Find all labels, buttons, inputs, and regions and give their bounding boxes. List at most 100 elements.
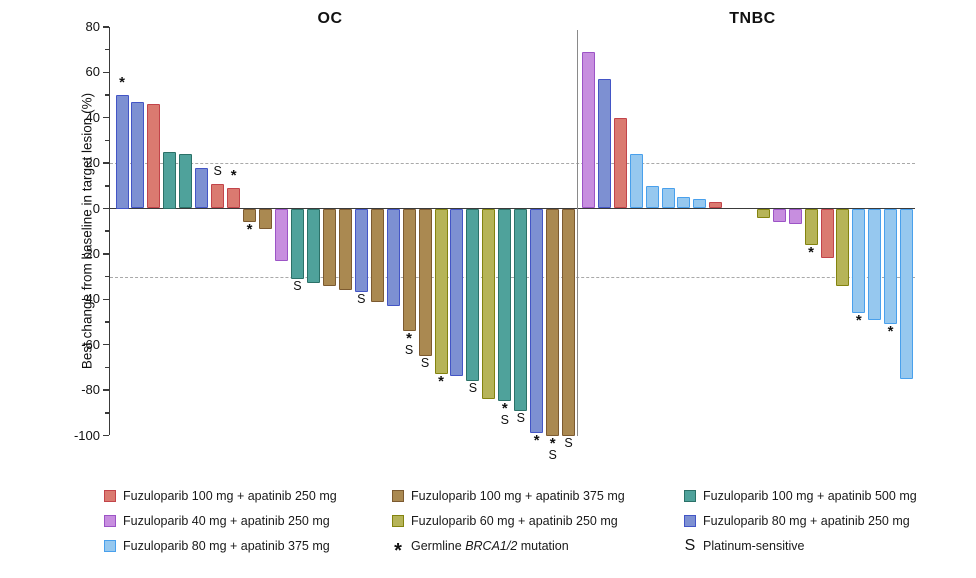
legend-label: Fuzuloparib 40 mg + apatinib 250 mg [123,513,330,528]
y-minor-tick [105,185,109,187]
legend-label: Fuzuloparib 80 mg + apatinib 250 mg [703,513,910,528]
legend-label: Fuzuloparib 100 mg + apatinib 500 mg [703,488,917,503]
y-tick [102,434,109,437]
bar-tnbc-4 [629,154,643,209]
bar-oc-7 [211,183,225,209]
brca-mutation-marker: * [438,373,444,391]
bar-oc-10 [259,208,273,229]
legend-swatch [684,489,696,502]
brca-legend-symbol: * [394,539,402,562]
brca-mutation-marker: * [406,330,413,348]
platinum-sensitive-marker: S [213,163,222,178]
y-tick-label: 80 [85,18,100,34]
bar-oc-23 [466,208,480,382]
legend-label-part: mutation [517,538,569,553]
y-tick-label: 20 [85,155,100,171]
platinum-sensitive-marker: S [420,356,430,371]
brca-mutation-marker: * [246,221,253,239]
y-tick-label: 0 [92,200,100,216]
bar-tnbc-8 [693,199,707,209]
bar-oc-27 [530,208,544,434]
y-tick-label: -80 [81,382,100,398]
bar-tnbc-17 [836,208,850,286]
bar-oc-17 [370,208,384,302]
brca-mutation-marker: * [501,400,508,418]
y-tick-label: 60 [85,64,100,80]
legend-swatch [392,489,404,502]
bar-oc-3 [147,104,161,209]
y-tick-label: -100 [73,427,100,443]
y-tick [102,207,109,210]
panel-title-tnbc: TNBC [729,10,776,27]
y-minor-tick [105,139,109,142]
legend: Fuzuloparib 100 mg + apatinib 250 mg Fuzu… [104,488,944,562]
platinum-sensitive-marker: S [564,435,573,450]
bar-oc-20 [418,208,432,357]
legend-label-part: Platinum-sensitive [703,538,805,553]
bar-oc-18 [386,208,400,307]
platinum-sensitive-marker: S [516,410,525,425]
bar-oc-2 [131,101,145,209]
bar-oc-28 [546,208,560,436]
platinum-sensitive-marker: S [548,447,557,462]
legend-item: S Platinum-sensitive [684,536,944,554]
bar-oc-6 [195,167,209,209]
bar-tnbc-21 [900,208,913,379]
y-tick-label: -60 [81,336,100,352]
legend-item: Fuzuloparib 60 mg + apatinib 250 mg [392,513,684,528]
bar-oc-14 [322,208,336,286]
y-tick-label: -40 [81,291,100,307]
y-minor-tick [105,48,109,51]
platinum-sensitive-marker: S [500,413,509,428]
legend-item: Fuzuloparib 40 mg + apatinib 250 mg [104,513,392,528]
bar-tnbc-13 [772,208,786,223]
platinum-legend-symbol: S [684,536,696,554]
brca-mutation-marker: * [887,323,894,341]
legend-label: Platinum-sensitive [703,539,804,553]
bar-tnbc-14 [788,208,802,225]
zero-line [110,207,915,210]
brca-mutation-marker: * [230,167,237,185]
legend-item: Fuzuloparib 100 mg + apatinib 375 mg [392,488,684,503]
legend-item: Fuzuloparib 80 mg + apatinib 375 mg [104,538,392,553]
y-tick [102,162,109,164]
panel-title-oc: OC [317,10,343,27]
legend-label: Fuzuloparib 60 mg + apatinib 250 mg [411,513,618,528]
reference-line--30 [110,276,915,278]
y-minor-tick [105,230,109,232]
y-tick [102,71,109,74]
brca-mutation-marker: * [533,432,540,450]
legend-item: Fuzuloparib 80 mg + apatinib 250 mg [684,513,944,528]
bar-oc-29 [562,208,576,436]
legend-label: Fuzuloparib 80 mg + apatinib 375 mg [123,538,330,553]
bar-oc-15 [338,208,352,291]
y-minor-tick [105,321,109,323]
bar-tnbc-18 [852,208,866,313]
legend-item: Fuzuloparib 100 mg + apatinib 500 mg [684,488,944,503]
bar-oc-9 [243,208,257,223]
brca-mutation-marker: * [549,434,556,452]
bar-tnbc-12 [756,208,770,218]
bar-oc-13 [306,208,320,284]
bar-tnbc-3 [613,117,627,209]
legend-swatch [104,489,116,502]
y-tick [102,298,109,301]
y-tick-label: 40 [85,109,100,125]
legend-label: Germline BRCA1/2 mutation [411,539,569,553]
y-tick-label: -20 [81,245,100,261]
bar-oc-21 [434,208,448,375]
legend-label: Fuzuloparib 100 mg + apatinib 250 mg [123,488,337,503]
bar-oc-19 [402,208,416,332]
legend-label: Fuzuloparib 100 mg + apatinib 375 mg [411,488,625,503]
platinum-sensitive-marker: S [468,381,478,396]
bar-tnbc-16 [820,208,834,259]
legend-swatch [104,539,116,552]
bar-oc-24 [482,208,496,400]
legend-label-part: BRCA1/2 [465,538,518,553]
bar-oc-12 [290,208,304,279]
bar-tnbc-2 [597,79,611,209]
legend-item: Fuzuloparib 100 mg + apatinib 250 mg [104,488,392,503]
bar-tnbc-1 [582,51,595,209]
platinum-sensitive-marker: S [357,292,366,307]
